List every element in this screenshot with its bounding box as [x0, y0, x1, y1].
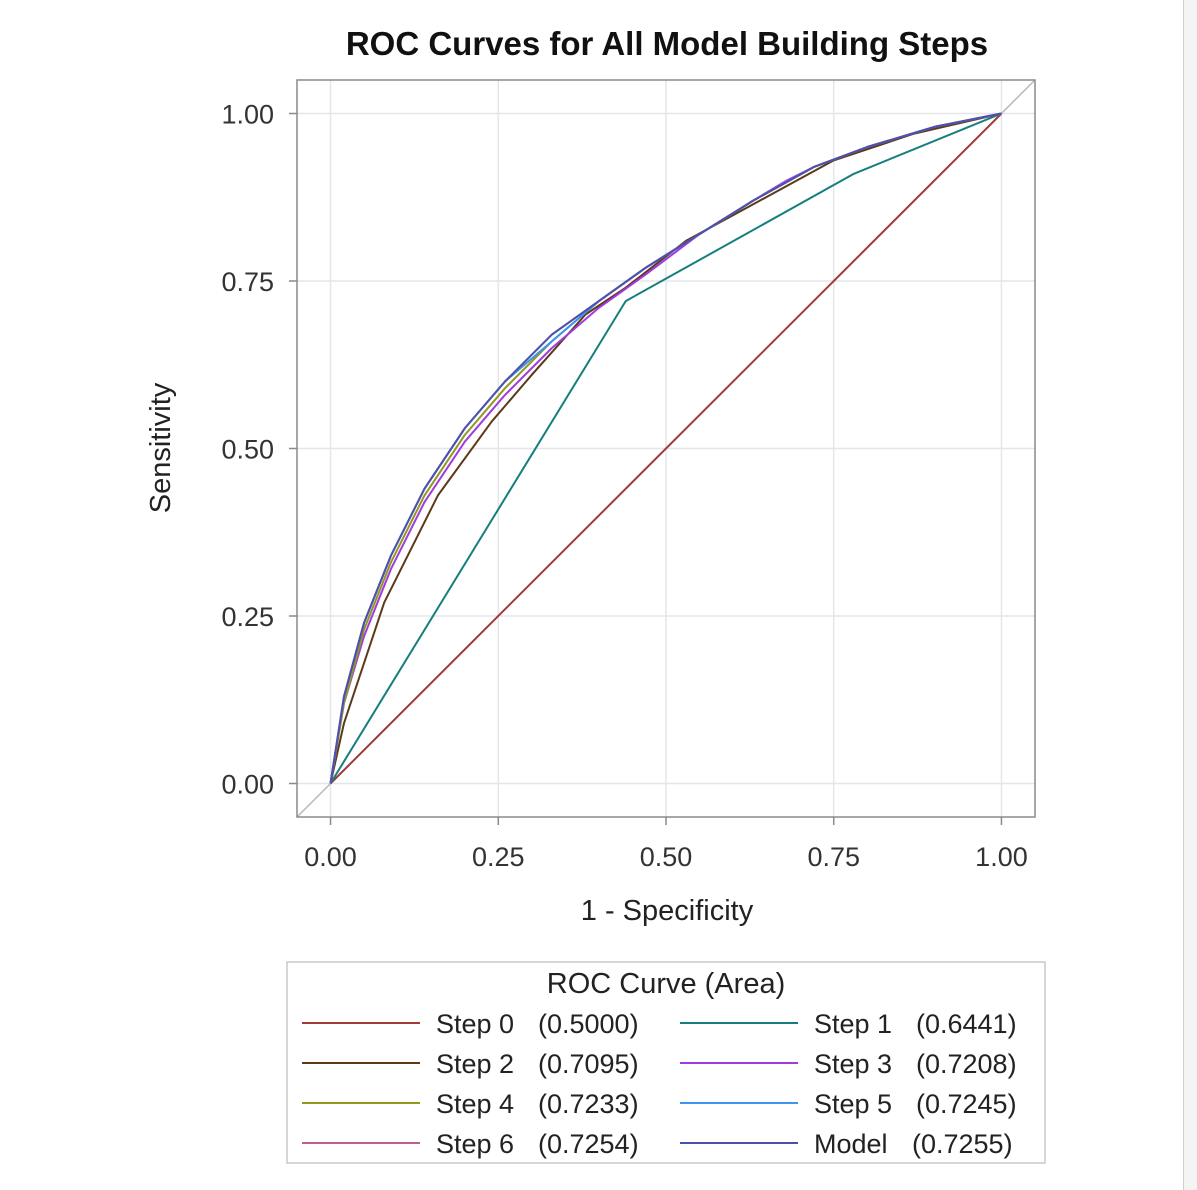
y-tick-label: 0.25 — [221, 602, 274, 632]
legend-label-model: Model — [814, 1129, 888, 1159]
x-tick-label: 0.00 — [304, 842, 357, 872]
series-line-step-0 — [329, 112, 1003, 785]
series-line-model — [329, 112, 1002, 784]
x-axis: 0.00 0.25 0.50 0.75 1.00 — [304, 817, 1028, 872]
legend-label-step-6: Step 6 — [436, 1129, 514, 1159]
x-axis-label: 1 - Specificity — [581, 895, 754, 927]
y-axis: 0.00 0.25 0.50 0.75 1.00 — [221, 100, 297, 800]
y-tick-label: 0.75 — [221, 267, 274, 297]
legend-label-step-3: Step 3 — [814, 1049, 892, 1079]
legend-area-step-1: (0.6441) — [916, 1009, 1017, 1039]
legend-label-step-2: Step 2 — [436, 1049, 514, 1079]
x-tick-label: 0.50 — [640, 842, 693, 872]
y-tick-label: 0.00 — [221, 770, 274, 800]
series-line-step-1 — [329, 112, 1002, 785]
roc-series-lines — [329, 112, 1003, 785]
legend-area-step-3: (0.7208) — [916, 1049, 1017, 1079]
legend-label-step-1: Step 1 — [814, 1009, 892, 1039]
panel-divider — [1183, 0, 1184, 1190]
legend-area-step-0: (0.5000) — [538, 1009, 639, 1039]
legend-area-model: (0.7255) — [912, 1129, 1013, 1159]
legend-area-step-6: (0.7254) — [538, 1129, 639, 1159]
y-tick-label: 1.00 — [221, 100, 274, 130]
x-tick-label: 0.25 — [472, 842, 525, 872]
legend-area-step-2: (0.7095) — [538, 1049, 639, 1079]
x-tick-label: 1.00 — [975, 842, 1028, 872]
legend-label-step-4: Step 4 — [436, 1089, 514, 1119]
legend-label-step-5: Step 5 — [814, 1089, 892, 1119]
scrollbar-track[interactable] — [1184, 0, 1197, 1190]
legend-entries: Step 0 (0.5000) Step 1 (0.6441) Step 2 (0.709… — [302, 1009, 1017, 1159]
chart-title: ROC Curves for All Model Building Steps — [346, 25, 988, 62]
y-tick-label: 0.50 — [221, 435, 274, 465]
x-tick-label: 0.75 — [807, 842, 860, 872]
legend-label-step-0: Step 0 — [436, 1009, 514, 1039]
legend-area-step-4: (0.7233) — [538, 1089, 639, 1119]
y-axis-label: Sensitivity — [145, 382, 177, 513]
legend-title: ROC Curve (Area) — [547, 968, 786, 1000]
legend-area-step-5: (0.7245) — [916, 1089, 1017, 1119]
